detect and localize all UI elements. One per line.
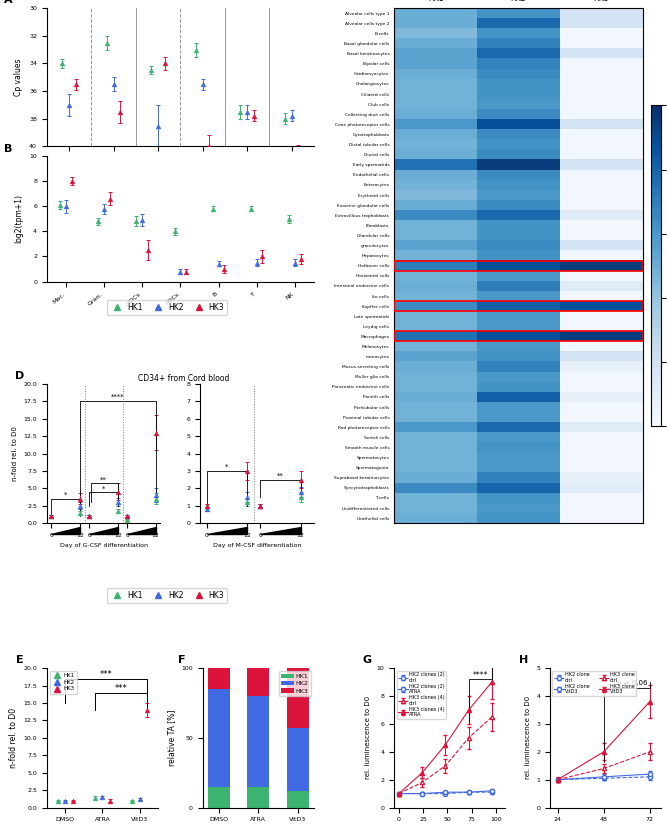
Point — [208, 202, 218, 215]
Bar — [247, 787, 269, 808]
Point — [84, 509, 95, 522]
Point — [289, 256, 300, 269]
Point — [67, 794, 78, 808]
Point — [287, 110, 297, 123]
Point — [60, 794, 71, 808]
Y-axis label: relative TA [%]: relative TA [%] — [167, 709, 176, 766]
Text: ***: *** — [115, 684, 128, 693]
Point — [131, 215, 142, 228]
Bar — [208, 787, 230, 808]
Point — [242, 105, 253, 119]
Point — [90, 791, 100, 804]
Point — [97, 790, 108, 803]
Point — [242, 490, 253, 503]
Point — [142, 704, 152, 717]
Point — [280, 112, 291, 125]
X-axis label: Day of M-CSF differentiation: Day of M-CSF differentiation — [213, 544, 301, 549]
Bar — [287, 791, 309, 808]
Text: A: A — [4, 0, 13, 6]
Point — [112, 504, 123, 517]
Point — [169, 225, 180, 238]
Point — [104, 794, 115, 808]
Point — [295, 485, 306, 499]
Point — [53, 794, 63, 808]
Bar — [287, 728, 309, 791]
Point — [75, 499, 86, 513]
Point — [142, 244, 153, 257]
Point — [150, 426, 161, 439]
Y-axis label: rel. luminescence to D0: rel. luminescence to D0 — [365, 696, 371, 780]
Bar — [287, 668, 309, 728]
Point — [134, 793, 145, 806]
Point — [46, 509, 57, 522]
Point — [150, 492, 161, 505]
Point — [293, 147, 304, 160]
Text: ****: **** — [111, 394, 124, 400]
Text: G: G — [363, 655, 372, 665]
Bar — [394, 331, 643, 341]
Text: p = 0.06: p = 0.06 — [617, 680, 648, 686]
Point — [202, 503, 212, 516]
Point — [255, 499, 266, 513]
Point — [108, 77, 119, 91]
Point — [75, 492, 86, 505]
Bar — [247, 668, 269, 696]
Text: *: * — [225, 464, 228, 471]
Point — [57, 57, 67, 70]
X-axis label: Day of G-CSF differentiation: Day of G-CSF differentiation — [59, 544, 148, 549]
Point — [84, 509, 95, 522]
Point — [115, 105, 126, 119]
Y-axis label: n-fold rel. to D0: n-fold rel. to D0 — [9, 708, 18, 768]
Text: **: ** — [277, 473, 284, 479]
Text: F: F — [178, 655, 186, 665]
Legend: HK1, HK2, HK3: HK1, HK2, HK3 — [107, 588, 227, 603]
Point — [104, 192, 115, 205]
Legend: HK2 clones (2)
ctrl, HK2 clones (2)
ATRA, HK3 clones (4)
ctrl, HK3 clones (4)
AT: HK2 clones (2) ctrl, HK2 clones (2) ATRA… — [397, 671, 446, 719]
Title: CD34+ from Cord blood: CD34+ from Cord blood — [138, 374, 229, 383]
Point — [122, 513, 133, 527]
Y-axis label: Cp values: Cp values — [15, 59, 23, 96]
Point — [112, 485, 123, 499]
Y-axis label: log2(tpm+1): log2(tpm+1) — [15, 194, 24, 243]
Point — [153, 119, 164, 132]
Point — [190, 43, 201, 56]
Bar — [208, 668, 230, 689]
Legend: HK1, HK2, HK3: HK1, HK2, HK3 — [49, 671, 77, 694]
Point — [219, 262, 230, 275]
Point — [70, 77, 81, 91]
Point — [66, 175, 77, 188]
Bar — [208, 689, 230, 787]
Bar — [247, 696, 269, 787]
Point — [112, 496, 123, 509]
Polygon shape — [128, 527, 156, 534]
Point — [93, 215, 104, 228]
Point — [197, 77, 208, 91]
Text: **: ** — [100, 476, 107, 482]
Point — [61, 199, 71, 213]
Point — [75, 506, 86, 519]
Point — [295, 473, 306, 486]
Text: E: E — [15, 655, 23, 665]
Polygon shape — [90, 527, 118, 534]
Point — [242, 496, 253, 509]
Point — [242, 465, 253, 478]
Point — [63, 98, 74, 111]
Text: H: H — [519, 655, 528, 665]
Point — [102, 36, 112, 49]
Point — [46, 509, 57, 522]
Point — [295, 252, 306, 265]
Point — [213, 257, 224, 270]
Point — [202, 499, 212, 513]
Point — [175, 265, 186, 279]
Text: ***: *** — [100, 670, 112, 679]
Point — [246, 202, 257, 215]
Point — [84, 509, 95, 522]
Y-axis label: n-fold rel. to D0: n-fold rel. to D0 — [12, 426, 18, 481]
Point — [127, 794, 138, 808]
Point — [99, 202, 110, 215]
Polygon shape — [51, 527, 80, 534]
Point — [284, 213, 295, 226]
Point — [204, 139, 214, 152]
Point — [146, 63, 157, 77]
Point — [255, 499, 266, 513]
